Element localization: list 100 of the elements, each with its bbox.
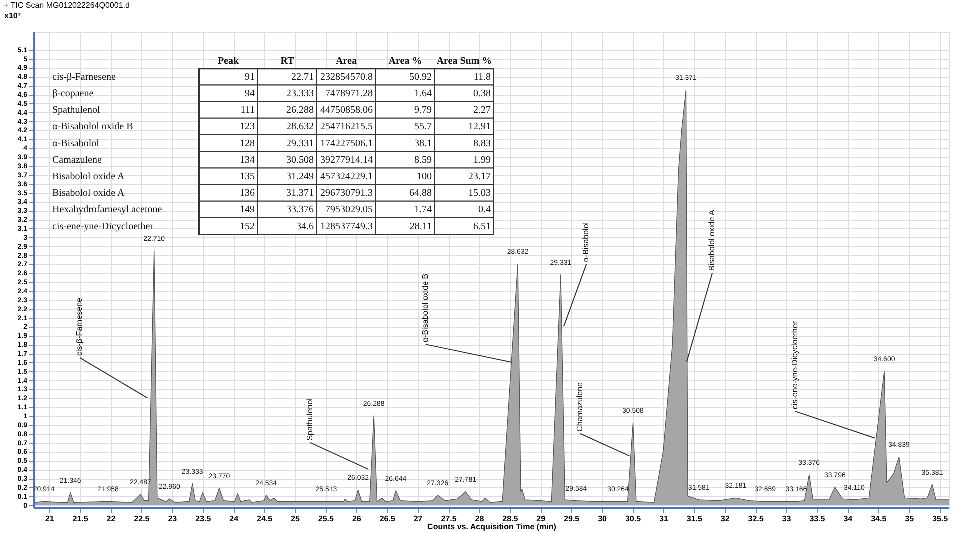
x-axis-title: Counts vs. Acquisition Time (min) [428, 522, 557, 532]
x-tick-label: 25.5 [318, 514, 335, 524]
x-tick-label: 22 [106, 514, 116, 524]
x-tick-label: Area % [388, 56, 422, 68]
data-label: 15.03 [468, 188, 491, 200]
x-tick-label: 33.5 [810, 514, 826, 524]
data-label: 1.99 [474, 154, 491, 166]
data-label: 12.91 [468, 122, 491, 133]
data-label: 136 [240, 188, 255, 200]
data-label: 7953029.05 [326, 204, 373, 216]
data-label: 44750858.06 [320, 105, 373, 116]
data-label: 23.17 [468, 172, 491, 182]
y-tick-label: β-copaene [52, 88, 94, 100]
data-label: 38.1 [414, 138, 432, 150]
data-label: 135 [240, 172, 255, 182]
data-label: 100 [417, 172, 432, 182]
data-label: 8.59 [414, 154, 432, 166]
data-label: 28.632 [286, 122, 314, 133]
data-label: 0.4 [478, 204, 491, 216]
x-tick-label: 26 [352, 514, 362, 524]
data-label: 457324229.1 [320, 172, 373, 182]
y-axis-title: x10⁷ [4, 12, 22, 20]
chart-title: + TIC Scan MG012022264Q0001.d [4, 1, 130, 10]
data-label: 39277914.14 [320, 154, 373, 166]
data-label: 254716215.5 [320, 122, 373, 133]
annotation: Bisabolol oxide A [708, 210, 717, 272]
data-label: 6.51 [474, 221, 491, 232]
x-tick-label: 28.5 [502, 514, 519, 524]
x-tick-label: 24.5 [256, 514, 274, 524]
data-label: 31.371 [286, 188, 314, 200]
x-tick-label: 31 [659, 514, 669, 524]
y-tick-label: Hexahydrofarnesyl acetone [52, 204, 163, 216]
x-tick-label: 21.5 [72, 514, 89, 524]
x-tick-label: 24 [230, 514, 240, 524]
x-tick-label: 21 [45, 514, 55, 524]
x-tick-label: 35.5 [932, 514, 949, 524]
annotation: α-Bisabolol oxide B [420, 274, 430, 343]
x-tick-label: 34.5 [871, 514, 888, 524]
annotation: cis-ene-yne-Dicycloether [790, 321, 800, 410]
data-label: 29.331 [286, 138, 314, 150]
x-tick-label: 35 [905, 514, 915, 524]
data-label: 111 [240, 105, 255, 116]
x-tick-label: 30 [598, 514, 608, 524]
data-label: 1.64 [414, 88, 432, 100]
x-tick-label: 34 [844, 514, 854, 524]
data-label: 8.83 [474, 138, 491, 150]
x-tick-label: 32.5 [748, 514, 764, 524]
data-label: 2.27 [474, 105, 491, 116]
x-tick-label: 29 [536, 514, 546, 524]
data-label: 134 [240, 154, 255, 166]
data-label: 22.71 [292, 72, 314, 83]
y-tick-label: α-Bisabolol oxide B [52, 122, 134, 133]
y-tick-label: cis-β-Farnesene [52, 72, 116, 83]
data-label: 11.8 [474, 72, 491, 83]
x-tick-label: Area Sum % [436, 56, 492, 68]
data-label: 9.79 [414, 105, 432, 116]
x-tick-label: 26.5 [380, 514, 396, 524]
x-tick-label: 27 [414, 514, 424, 524]
data-label: 128 [240, 138, 255, 150]
annotation: Chamazulene [576, 382, 585, 432]
data-label: 1.74 [414, 204, 432, 216]
data-label: 26.288 [286, 105, 314, 116]
data-label: 64.88 [410, 188, 432, 200]
data-label: 174227506.1 [320, 138, 373, 150]
data-label: 0.38 [474, 88, 491, 100]
data-label: 232854570.8 [320, 72, 373, 83]
x-tick-label: 23 [168, 514, 178, 524]
y-tick-label: Camazulene [52, 154, 102, 166]
data-label: 31.249 [286, 172, 314, 182]
data-label: 55.7 [414, 122, 432, 133]
data-label: 7478971.28 [326, 88, 373, 100]
y-tick-label: α-Bisabolol [52, 138, 100, 150]
annotation: Spathulenol [305, 398, 314, 441]
data-label: 33.376 [286, 204, 314, 216]
y-tick-label: Bisabolol oxide A [52, 172, 126, 182]
x-tick-label: 27.5 [441, 514, 458, 524]
x-tick-label: 31.5 [686, 514, 703, 524]
x-tick-label: 30.5 [625, 514, 642, 524]
x-tick-label: Area [336, 56, 357, 68]
y-tick-label: Bisabolol oxide A [52, 188, 126, 200]
data-label: 28.11 [410, 221, 432, 232]
x-tick-label: RT [280, 56, 295, 68]
data-label: 94 [245, 88, 255, 100]
annotation: α-Bisabolol [582, 222, 591, 262]
y-tick-label: Spathulenol [52, 105, 100, 116]
x-tick-label: 29.5 [564, 514, 580, 524]
y-tick-label: cis-ene-yne-Dicycloether [52, 221, 154, 232]
data-label: 296730791.3 [320, 188, 373, 200]
x-tick-label: 22.5 [134, 514, 150, 524]
x-tick-label: 28 [475, 514, 485, 524]
x-tick-label: 33 [782, 514, 792, 524]
x-tick-label: 23.5 [196, 514, 212, 524]
x-tick-label: 25 [291, 514, 300, 524]
data-label: 23.333 [286, 88, 314, 100]
data-label: 152 [240, 221, 255, 232]
data-label: 50.92 [410, 72, 432, 83]
data-label: 128537749.3 [320, 221, 373, 232]
data-label: 34.6 [296, 221, 314, 232]
data-label: 149 [240, 204, 255, 216]
x-tick-label: Peak [218, 56, 240, 68]
